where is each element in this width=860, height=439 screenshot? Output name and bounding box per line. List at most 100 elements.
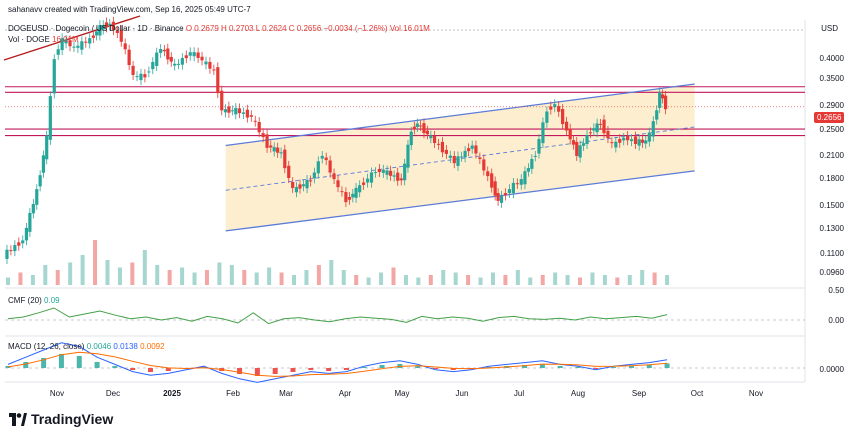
candle-body <box>35 189 39 205</box>
volume-bar <box>416 277 421 285</box>
candle-body <box>176 63 180 65</box>
candle-body <box>200 56 204 61</box>
candle-body <box>365 178 370 183</box>
volume-bar <box>55 270 60 285</box>
macd-histogram-bar <box>611 367 617 368</box>
candle-body <box>622 137 626 141</box>
time-axis-label: Feb <box>226 389 240 398</box>
volume-bar <box>167 270 172 285</box>
candle-body <box>444 149 448 154</box>
candle-body <box>336 180 340 188</box>
candle-body <box>553 104 557 108</box>
candle-body <box>602 119 606 134</box>
candle-body <box>151 61 155 70</box>
candle-body <box>470 145 474 149</box>
volume-bar <box>379 272 384 285</box>
candle-body <box>127 49 131 66</box>
candle-body <box>448 155 452 158</box>
volume-bar <box>366 277 371 285</box>
price-axis-label: 0.2500 <box>819 125 844 134</box>
candle-body <box>658 92 662 108</box>
candle-body <box>24 227 29 241</box>
cmf-axis-label: 0.50 <box>828 286 844 295</box>
candle-body <box>237 108 242 114</box>
candle-body <box>309 180 313 182</box>
cmf-label[interactable]: CMF (20) <box>8 296 42 305</box>
volume-bar <box>267 267 272 285</box>
time-axis-label: 2025 <box>163 389 181 398</box>
macd-histogram-bar <box>539 364 545 368</box>
macd-histogram-bar <box>593 368 599 369</box>
volume-bar <box>403 275 408 285</box>
candle-body <box>56 49 60 55</box>
candle-body <box>38 175 42 187</box>
volume-bar <box>441 270 446 285</box>
time-axis-label: Mar <box>279 389 293 398</box>
price-axis-label: 0.3500 <box>819 74 844 83</box>
candle-body <box>614 141 618 148</box>
macd-axis-label: 0.0000 <box>819 365 844 374</box>
price-axis-label: 0.4000 <box>819 54 844 63</box>
ohlc-open: O 0.2679 <box>185 24 219 33</box>
volume-bar <box>43 265 48 285</box>
volume-bar <box>453 272 458 285</box>
cmf-axis-label: 0.00 <box>828 316 844 325</box>
candle-body <box>519 179 523 185</box>
macd-histogram-bar <box>5 366 11 368</box>
candle-body <box>418 125 423 127</box>
volume-bar <box>652 272 657 285</box>
candle-body <box>496 193 500 201</box>
candle-body <box>396 172 400 181</box>
volume-bar <box>329 260 334 285</box>
candle-body <box>358 185 362 193</box>
price-axis-label: 0.2100 <box>819 151 844 160</box>
candle-body <box>499 195 504 203</box>
volume-bar <box>68 262 73 285</box>
volume-bar <box>279 272 284 285</box>
macd-histogram-bar <box>343 368 349 370</box>
candle-body <box>647 132 651 142</box>
symbol-name[interactable]: DOGEUSD · Dogecoin / US Dollar · 1D · Bi… <box>8 24 184 33</box>
volume-bar <box>540 275 545 285</box>
volume-bar <box>578 277 583 285</box>
candle-body <box>196 52 200 58</box>
macd-signal-value: 0.0092 <box>140 342 165 351</box>
ohlc-change: −0.0034 (−1.26%) <box>323 24 388 33</box>
candle-body <box>530 159 534 169</box>
macd-histogram-bar <box>557 366 563 368</box>
tradingview-brand[interactable]: TradingView <box>9 411 113 427</box>
candle-body <box>291 182 295 188</box>
candle-body <box>557 106 561 112</box>
candle-body <box>377 168 381 173</box>
candle-body <box>5 249 9 259</box>
candle-body <box>422 123 426 134</box>
candle-body <box>618 139 622 143</box>
macd-label[interactable]: MACD (12, 26, close) <box>8 342 85 351</box>
candle-body <box>385 170 389 175</box>
volume-bar <box>615 277 620 285</box>
volume-label[interactable]: Vol · DOGE <box>8 35 50 44</box>
macd-histogram-bar <box>361 367 367 368</box>
candle-body <box>564 121 569 131</box>
candle-body <box>9 250 13 252</box>
candle-body <box>381 169 385 173</box>
macd-histogram-bar <box>433 368 439 369</box>
candle-body <box>68 40 72 47</box>
candle-body <box>630 139 634 142</box>
candle-body <box>493 181 497 196</box>
candle-body <box>166 48 170 60</box>
candle-body <box>147 71 151 73</box>
macd-histogram-bar <box>308 368 314 370</box>
ohlc-vol: Vol 16.01M <box>389 24 430 33</box>
candle-body <box>459 156 464 158</box>
macd-histogram-bar <box>646 365 652 368</box>
volume-bar <box>192 272 197 285</box>
candle-body <box>98 25 102 36</box>
candle-body <box>403 163 407 181</box>
volume-bar <box>528 277 533 285</box>
candle-body <box>245 109 249 118</box>
currency-label[interactable]: USD <box>821 24 838 33</box>
candle-body <box>429 135 433 139</box>
